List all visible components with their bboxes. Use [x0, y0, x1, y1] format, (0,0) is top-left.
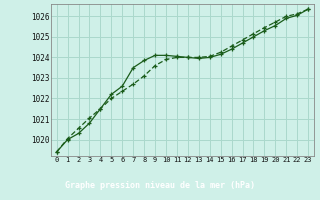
Text: Graphe pression niveau de la mer (hPa): Graphe pression niveau de la mer (hPa) [65, 181, 255, 190]
